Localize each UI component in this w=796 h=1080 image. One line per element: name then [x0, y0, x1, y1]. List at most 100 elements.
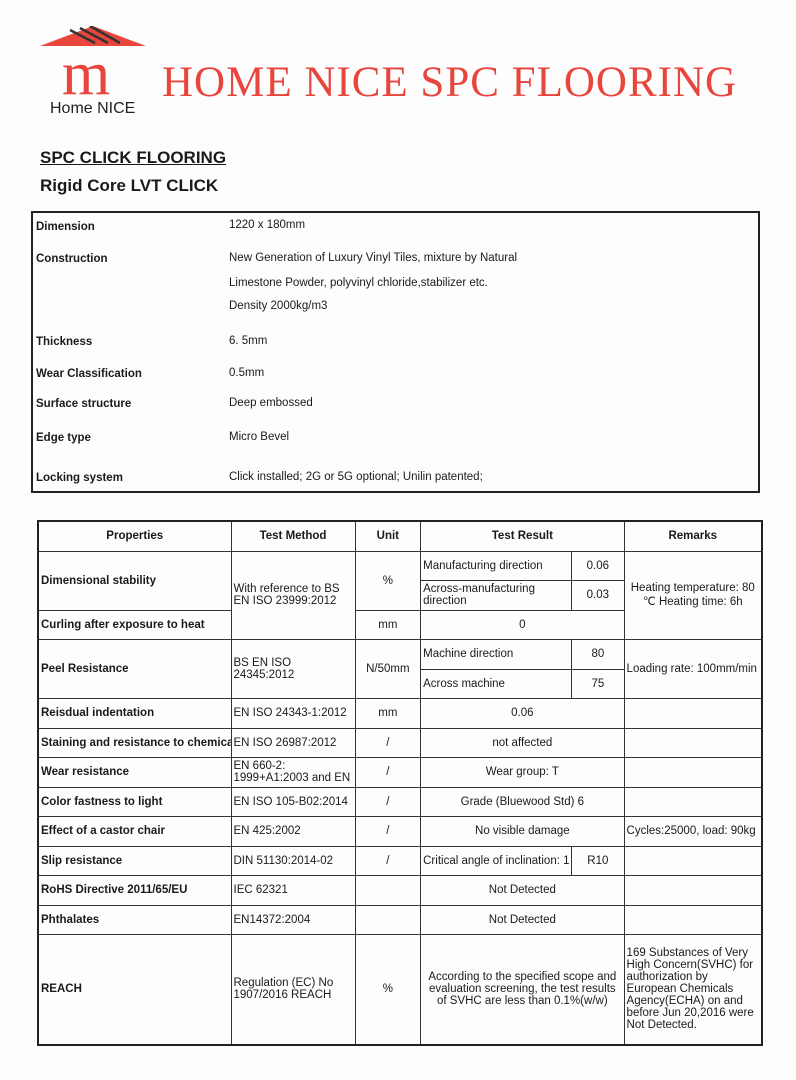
property-cell: Peel Resistance — [37, 639, 232, 699]
method-cell: BS EN ISO 24345:2012 — [230, 639, 356, 699]
spec-label: Locking system — [36, 472, 123, 484]
unit-cell: / — [354, 727, 422, 758]
result-label-cell: Across-manufacturing direction — [420, 580, 573, 611]
svg-text:m: m — [62, 40, 110, 108]
remark-cell — [623, 904, 763, 935]
result-cell: not affected — [420, 727, 625, 758]
document-title: SPC CLICK FLOORING — [40, 148, 227, 167]
result-value-cell: R10 — [571, 845, 625, 876]
property-cell: Color fastness to light — [37, 786, 232, 817]
document-subtitle: Rigid Core LVT CLICK — [40, 176, 219, 195]
method-cell: EN ISO 26987:2012 — [230, 727, 356, 758]
result-value-cell: 75 — [571, 668, 625, 699]
remark-cell — [623, 757, 763, 788]
method-cell: EN ISO 24343-1:2012 — [230, 698, 356, 729]
table-row: Reisdual indentation EN ISO 24343-1:2012 m… — [37, 698, 763, 729]
method-cell: EN ISO 105-B02:2014 — [230, 786, 356, 817]
result-label-cell: Across machine — [420, 668, 573, 699]
unit-cell — [354, 875, 422, 906]
property-cell: Slip resistance — [37, 845, 232, 876]
table-row: Curling after exposure to heat mm 0 — [37, 609, 762, 640]
remark-cell: 169 Substances of Very High Concern(SVHC… — [623, 934, 763, 1045]
spec-value: 0.5mm — [229, 367, 265, 379]
result-cell: Not Detected — [420, 904, 625, 935]
remark-cell: Cycles:25000, load: 90kg — [623, 816, 763, 847]
unit-cell: mm — [354, 698, 422, 729]
method-cell: EN 425:2002 — [230, 816, 356, 847]
unit-cell: % — [354, 934, 422, 1045]
spec-label: Wear Classification — [36, 368, 142, 380]
table-row: Staining and resistance to chemicals EN I… — [37, 727, 763, 758]
header-cell: Remarks — [623, 520, 763, 552]
unit-cell: / — [354, 845, 422, 876]
result-cell: No visible damage — [420, 816, 625, 847]
remark-cell — [623, 727, 763, 758]
spec-label: Construction — [36, 253, 108, 265]
unit-cell: / — [354, 816, 422, 847]
table-row: Phthalates EN14372:2004 Not Detected — [37, 904, 763, 935]
remark-cell — [623, 698, 763, 729]
method-cell: EN 660-2: 1999+A1:2003 and EN — [230, 757, 356, 788]
property-cell: Curling after exposure to heat — [37, 609, 232, 640]
property-cell: RoHS Directive 2011/65/EU — [37, 875, 232, 906]
table-row: Across machine 75 — [38, 668, 762, 699]
property-cell: Phthalates — [37, 904, 232, 935]
property-cell: Dimensional stability — [37, 550, 232, 611]
header-cell: Test Method — [230, 520, 356, 552]
table-row: REACH Regulation (EC) No 1907/2016 REACH%… — [37, 934, 763, 1045]
property-cell: REACH — [37, 934, 232, 1045]
table-row: Peel Resistance BS EN ISO 24345:2012 N/5… — [37, 639, 763, 699]
result-label-cell: Manufacturing direction — [420, 550, 573, 581]
header-cell: Properties — [37, 520, 232, 552]
unit-cell — [354, 904, 422, 935]
spec-value: Click installed; 2G or 5G optional; Unil… — [229, 471, 483, 483]
result-label-cell: Critical angle of inclination: 1 — [420, 845, 573, 876]
property-cell: Staining and resistance to chemicals — [37, 727, 232, 758]
spec-value: 1220 x 180mm — [229, 219, 306, 231]
table-row: RoHS Directive 2011/65/EU IEC 62321 Not De… — [37, 875, 763, 906]
table-row: Across-manufacturing direction 0.03 — [38, 580, 762, 611]
result-label-cell: Machine direction — [420, 639, 573, 670]
properties-table: Properties Test Method Unit Test Result … — [37, 520, 763, 1046]
unit-cell: mm — [354, 609, 422, 640]
result-value-cell: 0.06 — [571, 550, 625, 581]
table-row: Slip resistance DIN 51130:2014-02 / Crit… — [37, 845, 763, 876]
result-value-cell: 80 — [571, 639, 625, 670]
remark-cell: Loading rate: 100mm/min — [623, 639, 763, 699]
method-cell: EN14372:2004 — [230, 904, 356, 935]
result-cell: 0 — [420, 609, 625, 640]
table-row: Effect of a castor chair EN 425:2002/No v… — [37, 816, 763, 847]
remark-cell — [623, 845, 763, 876]
spec-label: Dimension — [36, 221, 95, 233]
remark-cell — [623, 875, 763, 906]
unit-cell: / — [354, 786, 422, 817]
result-cell: Grade (Bluewood Std) 6 — [420, 786, 625, 817]
logo-text: Home NICE — [50, 100, 136, 117]
result-cell: Not Detected — [420, 875, 625, 906]
remark-cell — [623, 786, 763, 817]
spec-label: Thickness — [36, 336, 93, 348]
unit-cell: % — [354, 550, 422, 611]
table-header-row: Properties Test Method Unit Test Result … — [37, 520, 763, 552]
table-row: Dimensional stability With reference to … — [37, 550, 763, 640]
result-cell: Wear group: T — [420, 757, 625, 788]
home-nice-logo: m — [40, 26, 146, 108]
unit-cell: / — [354, 757, 422, 788]
method-cell: DIN 51130:2014-02 — [230, 845, 356, 876]
result-value-cell: 0.03 — [571, 580, 625, 611]
header-cell: Test Result — [420, 520, 625, 552]
table-row: Wear resistance EN 660-2: 1999+A1:2003 an… — [37, 757, 763, 788]
brand-title: HOME NICE SPC FLOORING — [162, 59, 738, 106]
remark-cell: Heating temperature: 80 ℃ Heating time: … — [623, 550, 763, 640]
result-cell: 0.06 — [420, 698, 625, 729]
spec-value: Limestone Powder, polyvinyl chloride,sta… — [229, 277, 488, 289]
spec-value: Deep embossed — [229, 397, 313, 409]
spec-value: New Generation of Luxury Vinyl Tiles, mi… — [229, 252, 518, 264]
spec-label: Edge type — [36, 432, 91, 444]
spec-label: Surface structure — [36, 398, 132, 410]
property-cell: Effect of a castor chair — [37, 816, 232, 847]
unit-cell: N/50mm — [354, 639, 422, 699]
property-cell: Wear resistance — [37, 757, 232, 788]
result-cell: According to the specified scope and eva… — [420, 934, 625, 1045]
spec-value: Micro Bevel — [229, 431, 290, 443]
